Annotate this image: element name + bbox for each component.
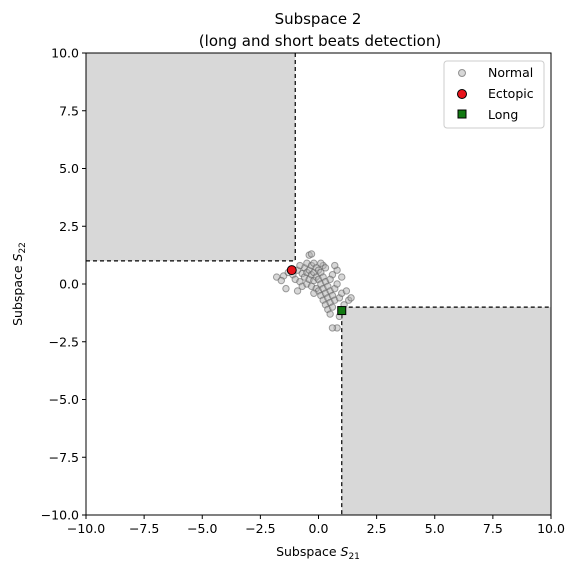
y-tick-label: 2.5 xyxy=(59,219,79,234)
x-tick-label: 5.0 xyxy=(425,521,445,536)
x-tick-label: −10.0 xyxy=(67,521,105,536)
y-axis-ticks: −10.0 −7.5 −5.0 −2.5 0.0 2.5 5.0 7.5 10.0 xyxy=(41,46,86,523)
point-normal-68 xyxy=(321,264,330,272)
point-normal-69 xyxy=(331,261,339,270)
x-tick-label: 2.5 xyxy=(367,521,387,536)
point-normal-66 xyxy=(296,261,304,270)
point-normal-45 xyxy=(326,310,334,318)
x-tick-label: 7.5 xyxy=(483,521,503,536)
point-normal-48 xyxy=(328,303,337,311)
legend-marker-long xyxy=(457,109,467,119)
point-normal-63 xyxy=(282,284,290,293)
x-tick-label: −7.5 xyxy=(129,521,159,536)
legend-label-ectopic: Ectopic xyxy=(488,86,534,101)
y-tick-label: 0.0 xyxy=(59,277,79,292)
data-points xyxy=(272,250,355,332)
y-tick-label: −7.5 xyxy=(49,450,79,465)
point-normal-64 xyxy=(328,324,337,332)
point-normal-51 xyxy=(333,280,341,288)
legend-label-normal: Normal xyxy=(488,65,533,80)
shaded-region-1 xyxy=(86,53,296,261)
point-ectopic-0 xyxy=(286,265,297,276)
y-tick-label: −2.5 xyxy=(49,334,79,349)
point-normal-56 xyxy=(338,273,346,281)
point-normal-6 xyxy=(293,287,302,295)
x-tick-label: 10.0 xyxy=(537,521,565,536)
point-normal-67 xyxy=(326,275,334,284)
legend-marker-ectopic xyxy=(457,89,467,99)
legend-box xyxy=(443,60,545,129)
shaded-regions xyxy=(86,53,551,515)
point-long-0 xyxy=(337,306,347,316)
y-tick-label: 5.0 xyxy=(59,161,79,176)
chart-title-line-1: Subspace 2 xyxy=(275,10,362,28)
point-normal-59 xyxy=(342,287,351,295)
y-axis-label: Subspace S22 xyxy=(10,242,28,326)
y-tick-label: −5.0 xyxy=(49,392,79,407)
point-normal-71 xyxy=(317,259,325,267)
legend-marker-normal xyxy=(458,69,466,77)
y-tick-label: 10.0 xyxy=(51,46,79,61)
legend: Normal Ectopic Long xyxy=(443,60,545,129)
y-tick-label: −10.0 xyxy=(41,508,79,523)
point-normal-18 xyxy=(307,250,316,258)
x-tick-label: −2.5 xyxy=(245,521,275,536)
x-tick-label: −5.0 xyxy=(187,521,217,536)
x-tick-label: 0.0 xyxy=(309,521,329,536)
shaded-region-2 xyxy=(341,307,551,515)
x-axis-label: Subspace S21 xyxy=(276,544,360,562)
x-axis-ticks: −10.0 −7.5 −5.0 −2.5 0.0 2.5 5.0 7.5 10.0 xyxy=(67,515,565,536)
point-normal-70 xyxy=(310,289,318,297)
chart-title-line-2: (long and short beats detection) xyxy=(199,32,441,50)
y-tick-label: 7.5 xyxy=(59,103,79,118)
point-normal-62 xyxy=(277,276,285,285)
point-normal-61 xyxy=(347,294,355,302)
legend-label-long: Long xyxy=(488,107,518,122)
